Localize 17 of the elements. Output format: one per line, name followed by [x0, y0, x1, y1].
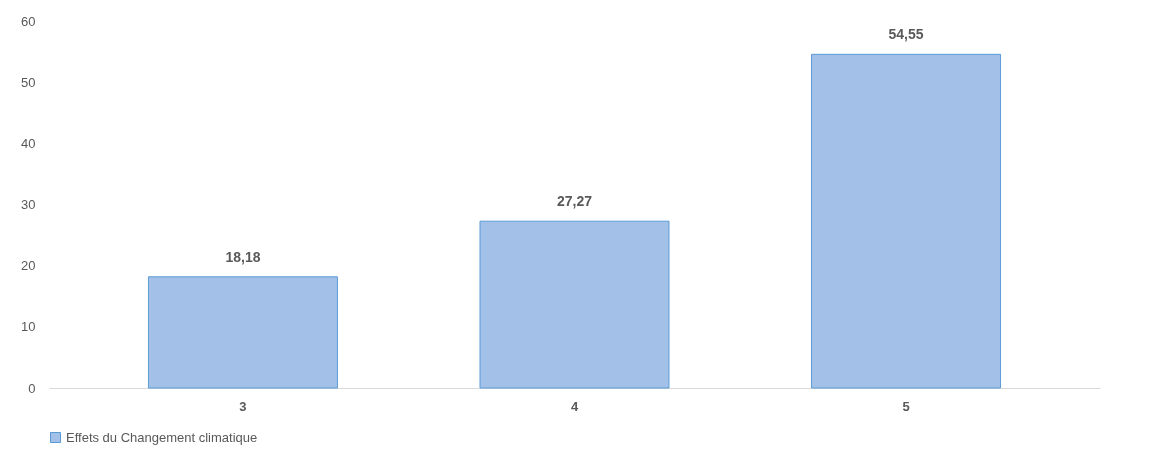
- text: 18,18: [225, 248, 261, 265]
- bar: [147, 276, 338, 389]
- y-tick-label: 30: [21, 197, 36, 212]
- legend-label: Effets du Changement climatique: [66, 429, 258, 445]
- text: 27,27: [556, 193, 593, 210]
- bar: [479, 220, 670, 389]
- y-tick-label: 40: [21, 135, 36, 151]
- bar: [811, 53, 1002, 389]
- x-tick-label: 5: [902, 398, 910, 414]
- y-tick-label: 60: [21, 13, 36, 29]
- x-tick-label: 3: [239, 398, 247, 414]
- y-tick-label: 10: [21, 319, 36, 335]
- y-tick-label: 20: [21, 258, 36, 274]
- y-tick-label: 50: [21, 74, 36, 90]
- y-tick-label: 0: [28, 380, 36, 396]
- x-tick-label: 4: [570, 398, 579, 414]
- text: 54,55: [888, 26, 924, 43]
